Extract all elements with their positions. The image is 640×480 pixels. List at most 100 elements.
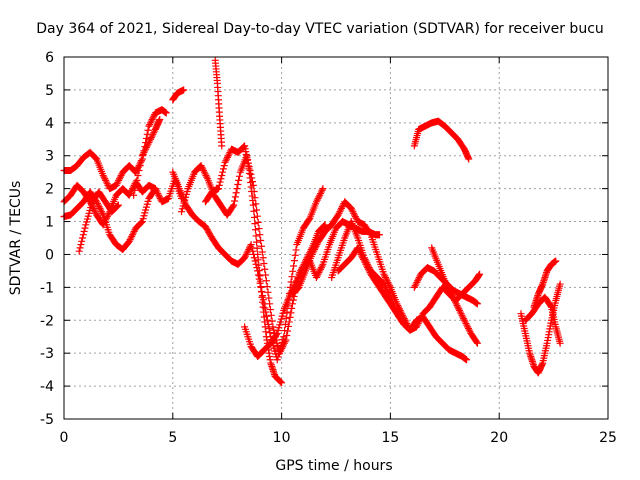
data-point [133,176,141,184]
data-point [450,295,458,303]
data-point [412,280,420,288]
data-point [309,249,317,257]
plot-frame [63,56,609,420]
data-point [268,317,276,325]
series-trace [410,117,473,163]
data-point [247,170,255,178]
data-point [231,193,239,201]
data-point [100,173,108,181]
data-point [98,208,106,216]
data-point [250,207,258,215]
data-point [362,257,370,265]
data-point [146,135,154,143]
y-tick-label: -5 [40,412,54,428]
data-point [79,231,87,239]
series-trace [60,175,186,229]
data-point [305,215,313,223]
data-point [129,229,137,237]
series-trace [334,244,471,364]
data-point [99,171,107,179]
data-point [461,318,469,326]
data-point [451,298,459,306]
data-point [247,241,255,249]
data-point [242,250,250,258]
data-point [113,180,121,188]
data-point [151,186,159,194]
data-point [352,214,360,222]
data-point [447,290,455,298]
data-point [320,222,328,230]
data-point [144,126,152,134]
data-point [414,277,422,285]
data-point [263,283,271,291]
data-point [405,325,413,333]
series-trace [211,56,226,150]
data-point [151,185,159,193]
data-point [233,185,241,193]
data-point [288,273,296,281]
data-point [115,175,123,183]
data-point [219,165,227,173]
data-point [315,269,323,277]
data-point [139,150,147,158]
data-point [452,300,460,308]
data-point [382,283,390,291]
data-point [250,254,258,262]
data-point [556,280,564,288]
data-point [462,320,470,328]
data-point [78,234,86,242]
data-point [77,241,85,249]
series-trace [517,280,564,377]
series-trace [60,185,159,254]
data-point [257,242,265,250]
data-point [381,272,389,280]
data-point [147,117,155,125]
data-point [284,327,292,335]
data-point [138,152,146,160]
data-point [413,278,421,286]
y-tick-label: 5 [45,83,54,99]
data-point [276,377,284,385]
data-point [315,193,323,201]
data-point [349,208,357,216]
data-point [454,303,462,311]
data-point [91,208,99,216]
data-point [128,232,136,240]
data-point [348,206,356,214]
y-tick-label: 6 [45,50,54,66]
x-tick-label: 10 [273,430,291,446]
data-point [232,189,240,197]
data-point [338,203,346,211]
data-point [473,300,481,308]
data-point [465,155,473,163]
data-point [114,178,122,186]
series-trace [130,116,164,199]
series-trace [169,86,188,104]
data-point [336,208,344,216]
data-point [243,249,251,257]
data-point [218,171,226,179]
data-point [218,142,226,150]
data-point [290,262,298,270]
data-point [125,237,133,245]
data-point [295,272,303,280]
data-point [350,211,358,219]
data-point [363,259,371,267]
data-point [223,153,231,161]
data-point [319,185,327,193]
data-point [150,112,158,120]
data-point [116,173,124,181]
data-point [261,265,269,273]
data-point [310,247,318,255]
data-point [231,197,239,205]
data-point [76,244,84,252]
x-tick-label: 25 [599,430,617,446]
data-point [93,199,101,207]
data-point [221,158,229,166]
data-point [279,343,287,351]
data-point [137,219,145,227]
data-point [334,211,342,219]
data-point [547,302,555,310]
data-point [273,339,281,347]
data-point [316,190,324,198]
